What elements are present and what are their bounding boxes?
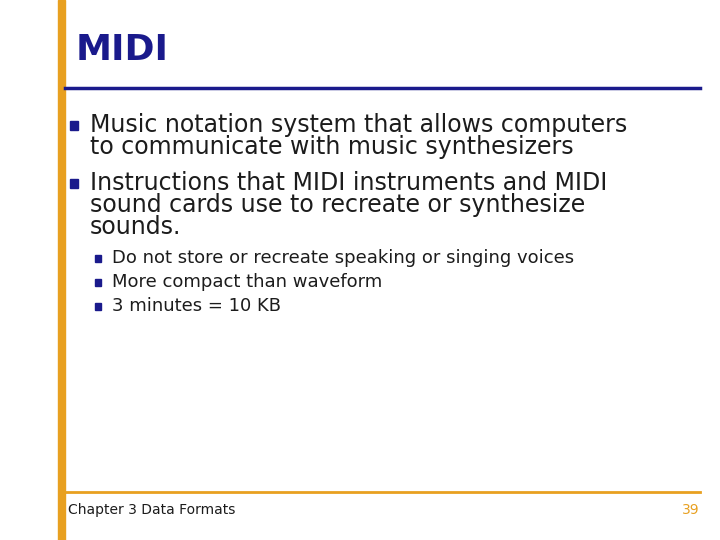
Text: to communicate with music synthesizers: to communicate with music synthesizers: [90, 135, 574, 159]
Bar: [58, 0, 65, 540]
Text: sound cards use to recreate or synthesize: sound cards use to recreate or synthesiz…: [90, 193, 585, 217]
Text: Instructions that MIDI instruments and MIDI: Instructions that MIDI instruments and M…: [90, 171, 608, 195]
Bar: [95, 254, 101, 261]
Text: Music notation system that allows computers: Music notation system that allows comput…: [90, 113, 627, 137]
Text: 3 minutes = 10 KB: 3 minutes = 10 KB: [112, 297, 281, 315]
Text: More compact than waveform: More compact than waveform: [112, 273, 382, 291]
Text: sounds.: sounds.: [90, 215, 181, 239]
Bar: [70, 179, 78, 187]
Text: Chapter 3 Data Formats: Chapter 3 Data Formats: [68, 503, 235, 517]
Text: MIDI: MIDI: [76, 33, 169, 67]
Bar: [95, 302, 101, 309]
Text: 39: 39: [683, 503, 700, 517]
Text: Do not store or recreate speaking or singing voices: Do not store or recreate speaking or sin…: [112, 249, 574, 267]
Bar: [95, 279, 101, 286]
Bar: [70, 120, 78, 130]
